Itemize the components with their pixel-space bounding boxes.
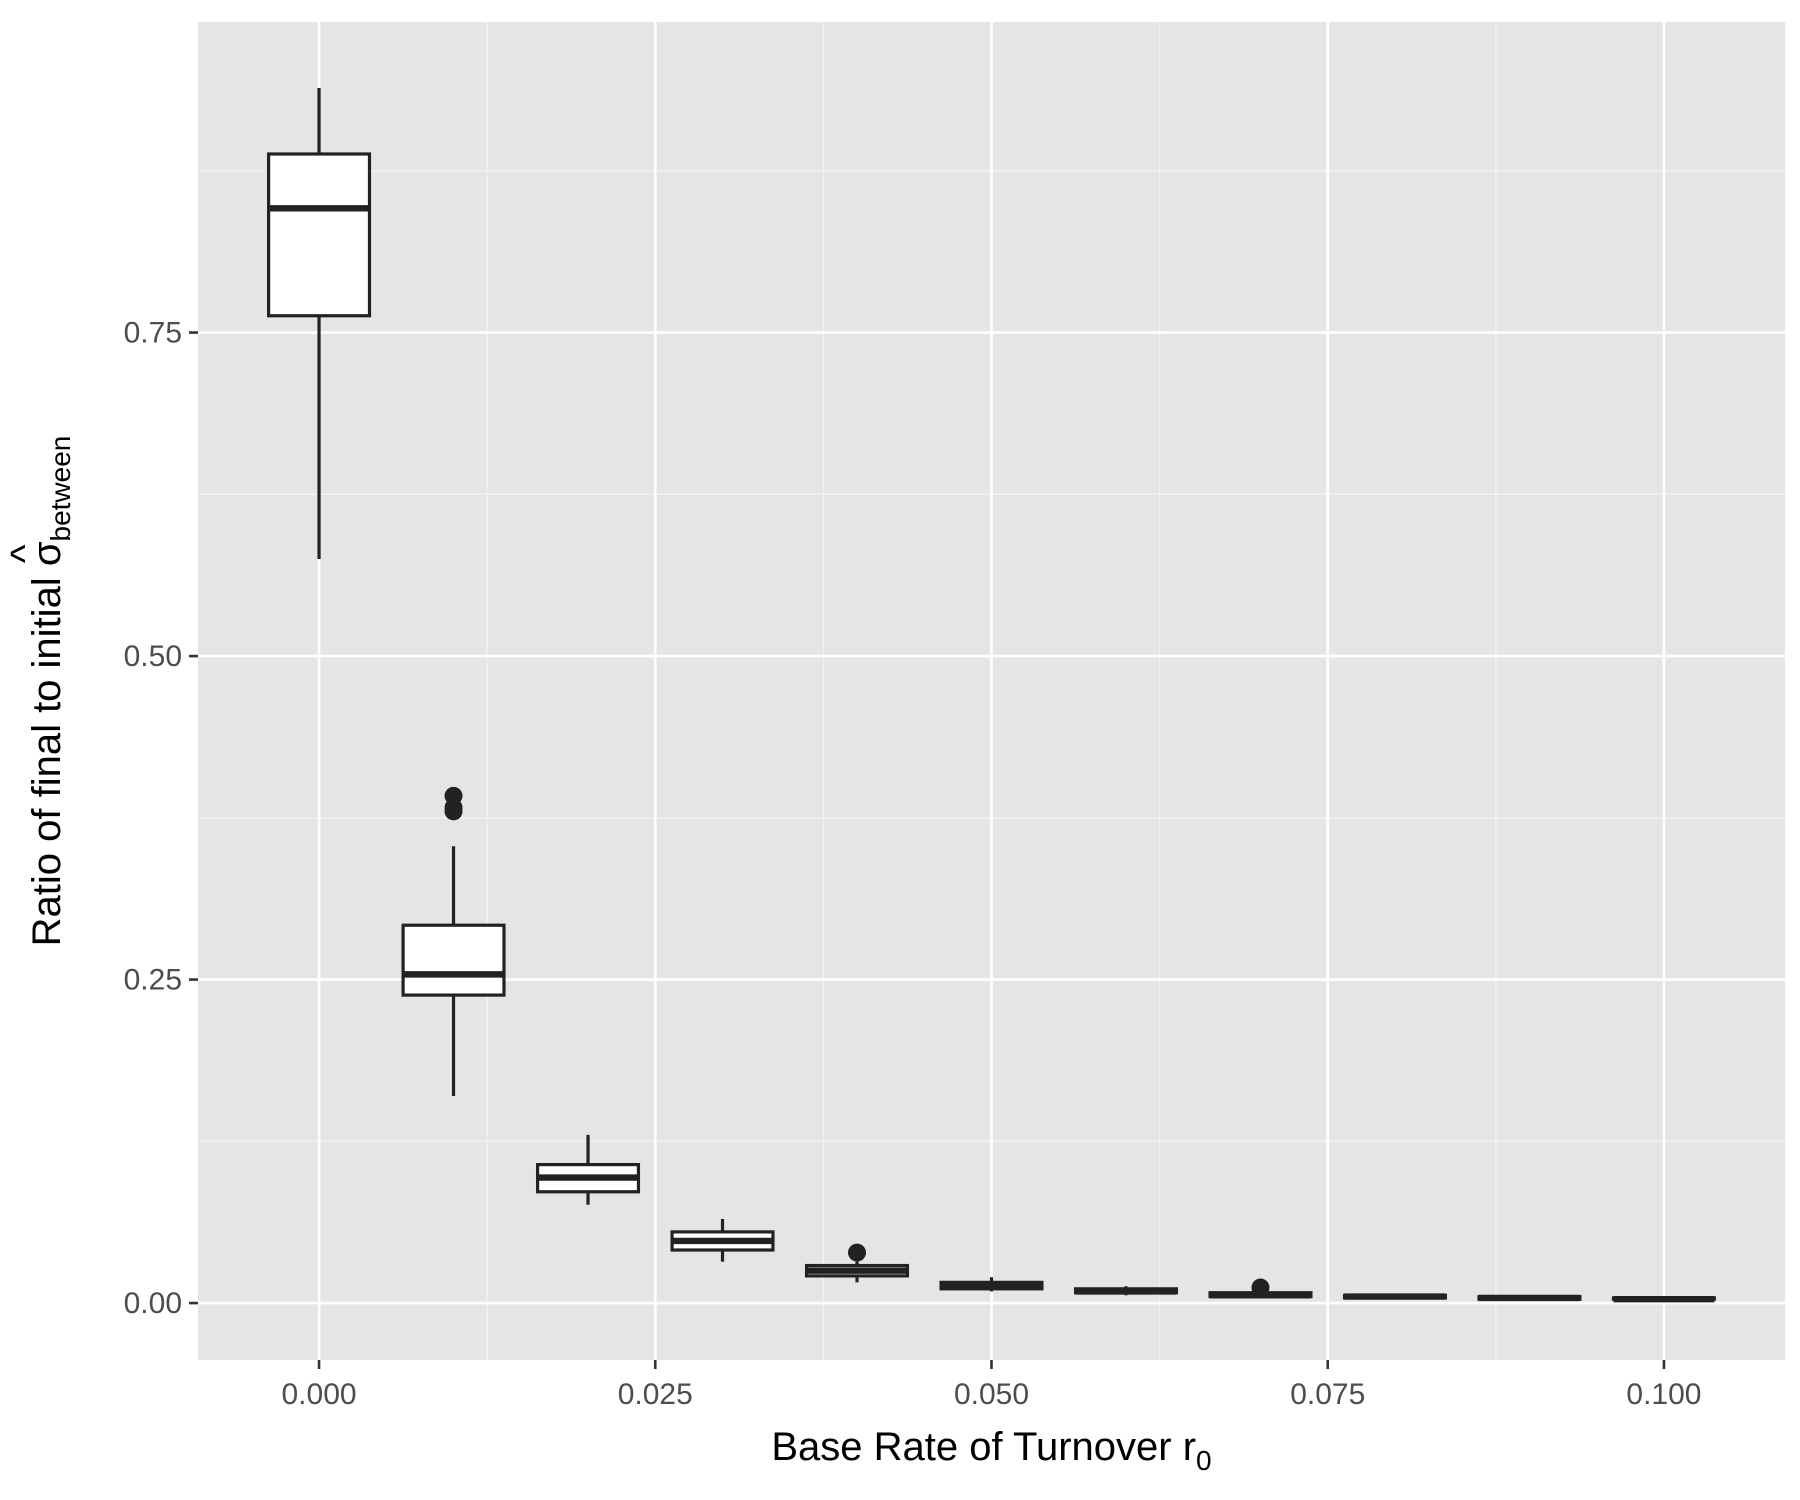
box-outlier-point bbox=[444, 802, 463, 821]
box bbox=[804, 1243, 910, 1283]
y-axis-title-main: Ratio of final to initial bbox=[25, 566, 69, 946]
x-axis-title: Base Rate of Turnover r0 bbox=[771, 1425, 1211, 1476]
box bbox=[1342, 1293, 1448, 1300]
box bbox=[1611, 1295, 1716, 1303]
x-tick-label: 0.075 bbox=[1290, 1378, 1365, 1411]
box bbox=[267, 87, 372, 560]
y-tick-label: 0.50 bbox=[124, 640, 182, 673]
box bbox=[1073, 1286, 1179, 1296]
box bbox=[1208, 1278, 1313, 1299]
y-axis-title-subscript: between bbox=[45, 436, 76, 542]
y-axis-title: Ratio of final to initial σbetween ^ bbox=[3, 436, 76, 947]
box bbox=[1477, 1294, 1582, 1302]
y-axis-title-text: Ratio of final to initial σbetween bbox=[25, 436, 76, 947]
box bbox=[939, 1277, 1044, 1292]
box-series bbox=[267, 87, 1716, 1303]
box bbox=[401, 786, 506, 1097]
box bbox=[670, 1218, 775, 1262]
box-outlier-point bbox=[1251, 1278, 1270, 1297]
y-axis-title-hat: ^ bbox=[3, 544, 47, 563]
box-iqr bbox=[267, 152, 372, 318]
x-tick-label: 0.100 bbox=[1626, 1378, 1701, 1411]
box-outlier-point bbox=[848, 1243, 867, 1262]
y-tick-label: 0.25 bbox=[124, 964, 182, 997]
x-axis: 0.000 0.025 0.050 0.075 0.100 bbox=[282, 1360, 1701, 1411]
box bbox=[535, 1134, 641, 1205]
y-axis-title-sigma: σ bbox=[25, 541, 69, 566]
x-axis-title-main: Base Rate of Turnover r bbox=[771, 1425, 1196, 1469]
box-iqr bbox=[401, 923, 506, 997]
y-axis: 0.00 0.25 0.50 0.75 bbox=[124, 317, 198, 1320]
x-tick-label: 0.025 bbox=[618, 1378, 693, 1411]
y-tick-label: 0.00 bbox=[124, 1287, 182, 1320]
x-tick-label: 0.050 bbox=[954, 1378, 1029, 1411]
y-tick-label: 0.75 bbox=[124, 317, 182, 350]
x-axis-title-subscript: 0 bbox=[1196, 1445, 1212, 1476]
x-tick-label: 0.000 bbox=[282, 1378, 357, 1411]
